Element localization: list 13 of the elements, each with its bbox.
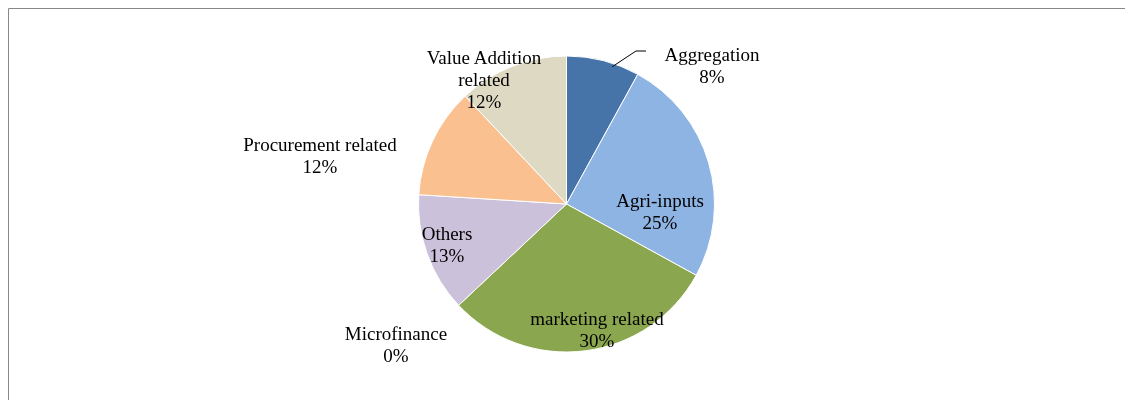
data-label: 12% [302, 156, 338, 177]
slice-label: Procurement related [243, 134, 398, 155]
category-label: Microfinance [344, 323, 448, 344]
slice-label: Value Addition related [426, 47, 542, 90]
data-label: 25% [642, 212, 678, 233]
data-label: 12% [466, 91, 502, 112]
slice-label: Aggregation [664, 44, 760, 65]
text: 0% [383, 345, 409, 366]
data-label: 8% [699, 66, 725, 87]
data-label: 30% [579, 330, 615, 351]
slice-label: Others [421, 223, 473, 244]
data-label: 13% [429, 245, 465, 266]
slice-label: Agri-inputs [616, 190, 704, 211]
